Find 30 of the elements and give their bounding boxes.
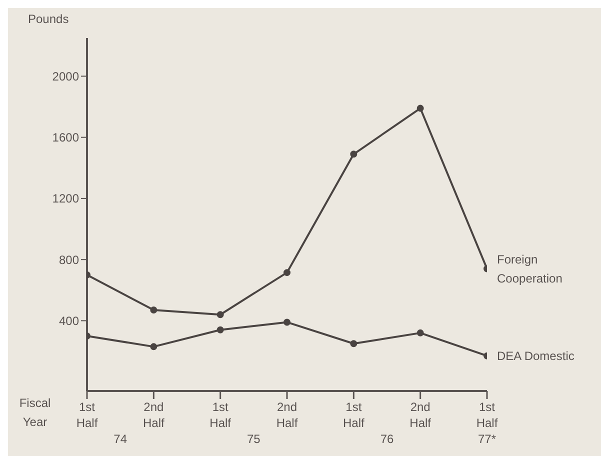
- series-label: Foreign Cooperation: [497, 252, 562, 286]
- y-tick-label: 400: [58, 314, 80, 328]
- point: [150, 306, 158, 314]
- point: [284, 269, 290, 276]
- point: [216, 326, 224, 334]
- point: [350, 340, 358, 348]
- y-tick-label: 1200: [52, 192, 80, 206]
- x-tick-label: 2nd Half: [410, 400, 432, 430]
- text: 76: [379, 432, 395, 446]
- y-tick-label: 800: [58, 252, 80, 267]
- point: [416, 329, 424, 336]
- y-tick-label: 2000: [52, 69, 80, 84]
- x-tick-label: 2nd Half: [142, 400, 165, 430]
- text: 74: [112, 432, 128, 446]
- text: 75: [246, 432, 262, 446]
- y-tick-label: 1600: [52, 130, 80, 145]
- point: [150, 343, 158, 350]
- y-axis-title: Pounds: [28, 12, 69, 26]
- point: [350, 150, 358, 158]
- x-tick-label: 1st Half: [210, 400, 232, 430]
- point: [284, 318, 290, 326]
- x-tick-label: 1st Half: [476, 400, 498, 430]
- point: [216, 311, 224, 318]
- text: 77*: [476, 432, 498, 446]
- series-label: DEA Domestic: [497, 348, 574, 363]
- point: [416, 104, 424, 112]
- x-axis-title: Fiscal Year: [18, 395, 52, 431]
- x-tick-label: 1st Half: [76, 400, 98, 430]
- x-tick-label: 1st Half: [342, 400, 365, 430]
- x-tick-label: 2nd Half: [276, 400, 298, 430]
